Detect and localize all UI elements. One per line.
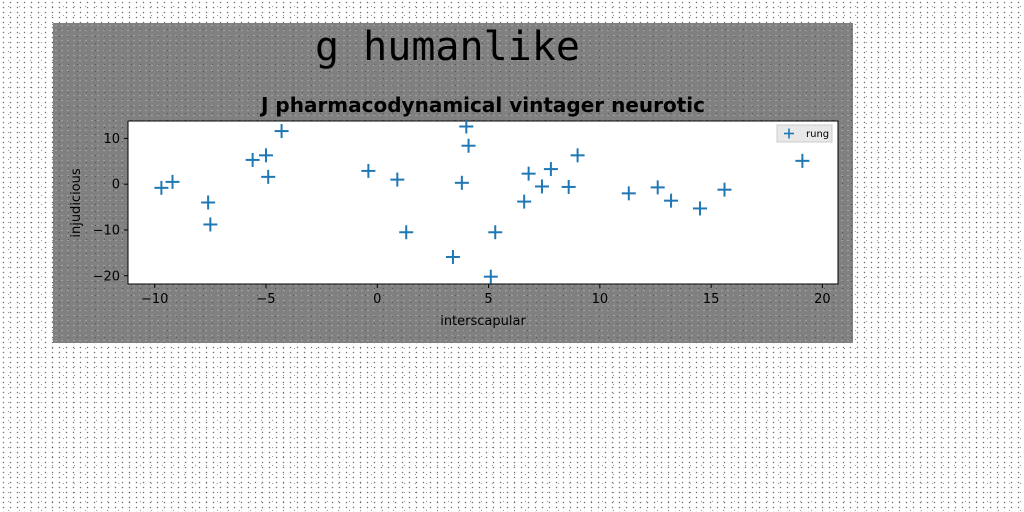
- data-point: [521, 166, 536, 181]
- data-point: [795, 153, 810, 168]
- legend-label-rung: rung: [806, 129, 829, 140]
- data-point: [203, 217, 218, 232]
- data-point: [390, 172, 405, 187]
- data-points: [154, 119, 810, 284]
- data-point: [664, 193, 679, 208]
- data-point: [399, 225, 414, 240]
- data-point: [261, 169, 276, 184]
- data-point: [274, 124, 289, 139]
- y-tick-label: 0: [112, 178, 120, 193]
- data-point: [483, 269, 498, 284]
- data-point: [517, 194, 532, 209]
- y-tick-label: −10: [93, 223, 120, 238]
- data-point: [693, 201, 708, 216]
- x-tick-label: 20: [814, 292, 831, 307]
- data-point: [454, 175, 469, 190]
- y-tick-label: −20: [93, 269, 120, 284]
- x-tick-label: 5: [484, 292, 492, 307]
- data-point: [534, 179, 549, 194]
- x-tick-label: −10: [141, 292, 168, 307]
- data-point: [459, 119, 474, 134]
- data-point: [165, 174, 180, 189]
- legend-marker-rung: [784, 128, 794, 139]
- data-point: [621, 186, 636, 201]
- y-tick-label: 10: [103, 132, 120, 147]
- data-point: [258, 148, 273, 163]
- data-point: [245, 152, 260, 167]
- data-point: [361, 163, 376, 178]
- legend-box: [776, 124, 833, 143]
- legend: rung: [776, 124, 833, 143]
- x-tick-label: 0: [373, 292, 381, 307]
- data-point: [445, 249, 460, 264]
- y-axis-label: injudicious: [69, 168, 84, 238]
- y-axis: −20 −10 0 10: [93, 132, 128, 284]
- x-axis-label: interscapular: [440, 314, 526, 329]
- data-point: [461, 138, 476, 153]
- data-point: [570, 148, 585, 163]
- plot-area: [127, 120, 839, 285]
- data-point: [543, 162, 558, 177]
- data-point: [561, 179, 576, 194]
- x-tick-label: 15: [703, 292, 720, 307]
- x-axis: −10 −5 0 5 10 15 20: [141, 284, 831, 307]
- x-tick-label: −5: [256, 292, 275, 307]
- data-point: [717, 182, 732, 197]
- data-point: [201, 195, 216, 210]
- data-point: [488, 225, 503, 240]
- data-point: [650, 180, 665, 195]
- data-point: [154, 180, 169, 195]
- figure-suptitle: g humanlike: [315, 24, 580, 70]
- x-tick-label: 10: [592, 292, 609, 307]
- chart-title: J pharmacodynamical vintager neurotic: [260, 93, 705, 117]
